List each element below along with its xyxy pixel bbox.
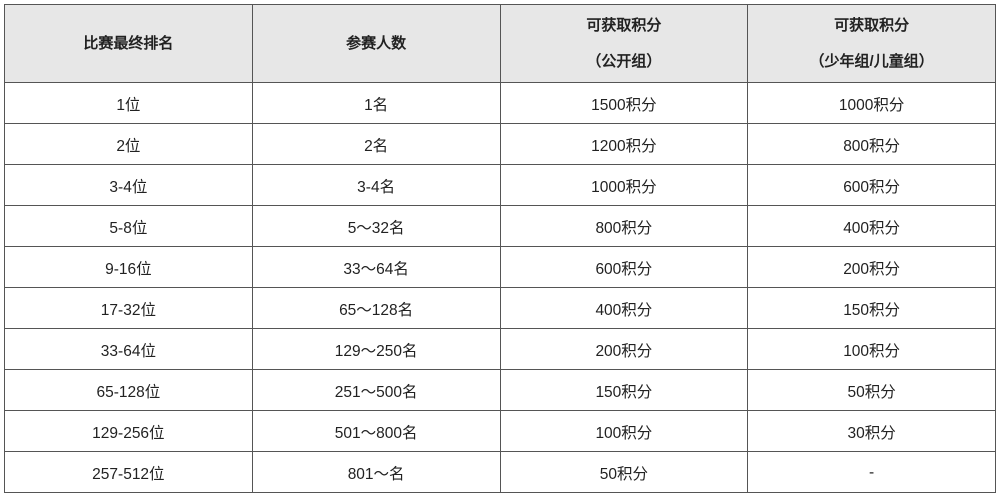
- points-table: 比赛最终排名 参赛人数 可获取积分 （公开组） 可获取积分 （少年组/儿童组） 1位 1名 1…: [4, 4, 996, 493]
- header-row: 比赛最终排名 参赛人数 可获取积分 （公开组） 可获取积分 （少年组/儿童组）: [4, 4, 996, 83]
- participants-cell: 2名: [251, 123, 501, 165]
- participants-cell: 251～500名: [251, 369, 501, 411]
- participants-cell: 3-4名: [251, 164, 501, 206]
- table-row: 1位 1名 1500积分 1000积分: [4, 82, 996, 124]
- header-text: （公开组）: [586, 52, 662, 70]
- points-open-cell: 800积分: [499, 205, 749, 247]
- header-points-youth: 可获取积分 （少年组/儿童组）: [747, 4, 996, 83]
- table-row: 129-256位 501～800名 100积分 30积分: [4, 410, 996, 452]
- participants-cell: 501～800名: [251, 410, 501, 452]
- points-open-cell: 1200积分: [499, 123, 749, 165]
- table-row: 65-128位 251～500名 150积分 50积分: [4, 369, 996, 411]
- points-open-cell: 600积分: [499, 246, 749, 288]
- points-youth-cell: 150积分: [747, 287, 996, 329]
- participants-cell: 5～32名: [251, 205, 501, 247]
- points-open-cell: 1500积分: [499, 82, 749, 124]
- points-open-cell: 100积分: [499, 410, 749, 452]
- header-text: 比赛最终排名: [83, 34, 174, 52]
- participants-cell: 65～128名: [251, 287, 501, 329]
- participants-cell: 801～名: [251, 451, 501, 493]
- rank-cell: 2位: [4, 123, 253, 165]
- rank-cell: 17-32位: [4, 287, 253, 329]
- points-youth-cell: 200积分: [747, 246, 996, 288]
- table-row: 9-16位 33～64名 600积分 200积分: [4, 246, 996, 288]
- points-youth-cell: 30积分: [747, 410, 996, 452]
- points-open-cell: 400积分: [499, 287, 749, 329]
- header-text: （少年组/儿童组）: [809, 52, 934, 70]
- table-row: 17-32位 65～128名 400积分 150积分: [4, 287, 996, 329]
- rank-cell: 9-16位: [4, 246, 253, 288]
- points-youth-cell: 1000积分: [747, 82, 996, 124]
- rank-cell: 129-256位: [4, 410, 253, 452]
- table-row: 33-64位 129～250名 200积分 100积分: [4, 328, 996, 370]
- header-text: 可获取积分: [834, 16, 910, 34]
- points-open-cell: 50积分: [499, 451, 749, 493]
- header-text: 可获取积分: [586, 16, 662, 34]
- points-youth-cell: 100积分: [747, 328, 996, 370]
- participants-cell: 129～250名: [251, 328, 501, 370]
- rank-cell: 65-128位: [4, 369, 253, 411]
- rank-cell: 1位: [4, 82, 253, 124]
- header-final-rank: 比赛最终排名: [4, 4, 253, 83]
- points-youth-cell: 50积分: [747, 369, 996, 411]
- points-youth-cell: 600积分: [747, 164, 996, 206]
- points-youth-cell: 400积分: [747, 205, 996, 247]
- points-open-cell: 150积分: [499, 369, 749, 411]
- header-participants: 参赛人数: [251, 4, 501, 83]
- rank-cell: 3-4位: [4, 164, 253, 206]
- points-open-cell: 200积分: [499, 328, 749, 370]
- points-youth-cell: 800积分: [747, 123, 996, 165]
- points-open-cell: 1000积分: [499, 164, 749, 206]
- table-row: 257-512位 801～名 50积分 -: [4, 451, 996, 493]
- rank-cell: 33-64位: [4, 328, 253, 370]
- rank-cell: 257-512位: [4, 451, 253, 493]
- table-row: 5-8位 5～32名 800积分 400积分: [4, 205, 996, 247]
- table-row: 3-4位 3-4名 1000积分 600积分: [4, 164, 996, 206]
- participants-cell: 33～64名: [251, 246, 501, 288]
- table-row: 2位 2名 1200积分 800积分: [4, 123, 996, 165]
- rank-cell: 5-8位: [4, 205, 253, 247]
- points-youth-cell: -: [747, 451, 996, 493]
- header-points-open: 可获取积分 （公开组）: [499, 4, 749, 83]
- header-text: 参赛人数: [346, 34, 407, 52]
- participants-cell: 1名: [251, 82, 501, 124]
